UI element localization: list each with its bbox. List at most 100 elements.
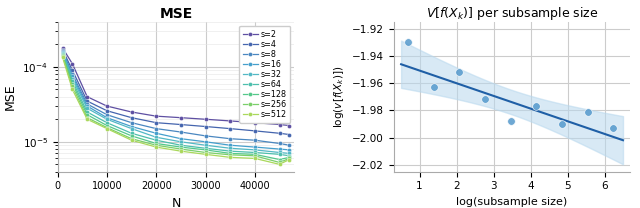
s=64 <box>251 151 259 154</box>
s=16 <box>59 50 67 53</box>
Point <box>454 71 465 74</box>
s=4 <box>68 69 76 72</box>
s=8 <box>227 137 234 140</box>
s=8 <box>276 142 284 145</box>
s=2 <box>202 118 209 120</box>
s=2 <box>285 124 293 127</box>
Point <box>557 122 567 126</box>
Point <box>480 98 490 101</box>
s=32 <box>251 149 259 151</box>
s=32 <box>83 107 91 110</box>
s=16 <box>251 146 259 148</box>
s=512 <box>83 118 91 120</box>
Y-axis label: MSE: MSE <box>4 83 17 110</box>
s=64 <box>128 132 136 135</box>
s=64 <box>202 147 209 150</box>
Point <box>403 41 413 44</box>
s=32 <box>68 77 76 80</box>
s=32 <box>59 51 67 54</box>
s=32 <box>177 141 185 143</box>
s=128 <box>59 54 67 56</box>
Legend: s=2, s=4, s=8, s=16, s=32, s=64, s=128, s=256, s=512: s=2, s=4, s=8, s=16, s=32, s=64, s=128, … <box>239 26 291 123</box>
s=128 <box>103 124 111 127</box>
s=8 <box>59 49 67 52</box>
s=16 <box>103 116 111 119</box>
s=16 <box>227 144 234 146</box>
Point <box>531 105 541 108</box>
Point <box>582 110 593 113</box>
s=2 <box>103 105 111 107</box>
s=4 <box>202 125 209 128</box>
s=32 <box>202 144 209 146</box>
s=8 <box>285 144 293 146</box>
s=2 <box>276 123 284 126</box>
s=2 <box>128 111 136 113</box>
s=128 <box>128 135 136 137</box>
s=4 <box>251 130 259 132</box>
s=512 <box>276 163 284 166</box>
Line: s=32: s=32 <box>60 51 291 156</box>
X-axis label: N: N <box>172 197 180 208</box>
s=2 <box>59 47 67 49</box>
s=4 <box>152 121 160 124</box>
Line: s=2: s=2 <box>60 46 291 128</box>
s=2 <box>251 121 259 124</box>
s=64 <box>285 155 293 157</box>
Point <box>608 126 618 130</box>
s=16 <box>276 148 284 150</box>
s=256 <box>152 144 160 146</box>
Line: s=256: s=256 <box>60 54 291 165</box>
Point <box>506 120 516 123</box>
s=8 <box>128 121 136 124</box>
s=32 <box>276 151 284 154</box>
s=32 <box>103 118 111 120</box>
Line: s=512: s=512 <box>60 55 291 166</box>
s=2 <box>177 116 185 119</box>
s=256 <box>251 155 259 157</box>
s=128 <box>202 149 209 151</box>
s=64 <box>68 80 76 82</box>
s=512 <box>152 146 160 148</box>
s=4 <box>285 133 293 136</box>
s=64 <box>152 139 160 141</box>
s=256 <box>177 148 185 150</box>
s=256 <box>128 137 136 140</box>
s=512 <box>68 88 76 91</box>
s=16 <box>68 75 76 78</box>
X-axis label: log(subsample size): log(subsample size) <box>456 197 568 207</box>
s=128 <box>227 152 234 155</box>
s=512 <box>251 157 259 160</box>
s=512 <box>103 127 111 130</box>
s=32 <box>227 147 234 150</box>
Title: $V[f(X_k)]$ per subsample size: $V[f(X_k)]$ per subsample size <box>426 5 598 22</box>
s=256 <box>285 157 293 160</box>
Line: s=16: s=16 <box>60 50 291 152</box>
s=8 <box>202 135 209 137</box>
s=2 <box>83 95 91 98</box>
s=8 <box>83 103 91 105</box>
s=512 <box>285 158 293 161</box>
s=128 <box>68 82 76 85</box>
s=8 <box>103 114 111 116</box>
s=2 <box>227 120 234 122</box>
s=4 <box>103 109 111 112</box>
s=512 <box>59 56 67 58</box>
Line: s=64: s=64 <box>60 52 291 158</box>
s=64 <box>83 111 91 113</box>
s=256 <box>276 161 284 164</box>
s=16 <box>83 105 91 107</box>
s=512 <box>177 150 185 152</box>
s=128 <box>83 114 91 116</box>
Y-axis label: $\log(v[f(X_k)])$: $\log(v[f(X_k)])$ <box>332 66 346 128</box>
s=8 <box>152 127 160 130</box>
s=512 <box>227 156 234 158</box>
s=16 <box>285 149 293 151</box>
s=64 <box>103 121 111 124</box>
s=4 <box>227 127 234 130</box>
s=256 <box>68 85 76 88</box>
s=128 <box>152 142 160 145</box>
s=32 <box>285 152 293 155</box>
Point <box>429 85 439 89</box>
s=512 <box>202 153 209 156</box>
s=2 <box>68 63 76 65</box>
